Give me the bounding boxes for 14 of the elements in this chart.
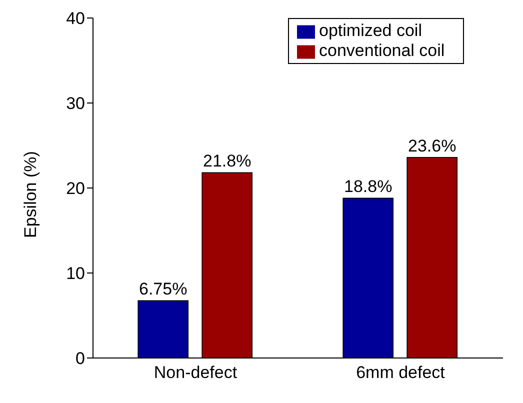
- data-label: 21.8%: [203, 152, 252, 171]
- y-tick-label: 10: [66, 264, 85, 284]
- x-tick-label: Non-defect: [154, 363, 238, 382]
- y-axis-title: Epsilon (%): [21, 151, 40, 238]
- legend-label: optimized coil: [319, 21, 422, 40]
- y-tick-label: 20: [66, 179, 85, 198]
- data-label: 6.75%: [139, 280, 188, 299]
- x-tick-label: 6mm defect: [356, 363, 446, 382]
- y-tick-label: 30: [66, 94, 85, 114]
- legend-label: conventional coil: [319, 41, 445, 60]
- data-label: 23.6%: [408, 136, 456, 156]
- y-tick-label: 40: [66, 9, 85, 28]
- y-tick-label: 0: [76, 349, 85, 368]
- data-label: 18.8%: [344, 177, 392, 196]
